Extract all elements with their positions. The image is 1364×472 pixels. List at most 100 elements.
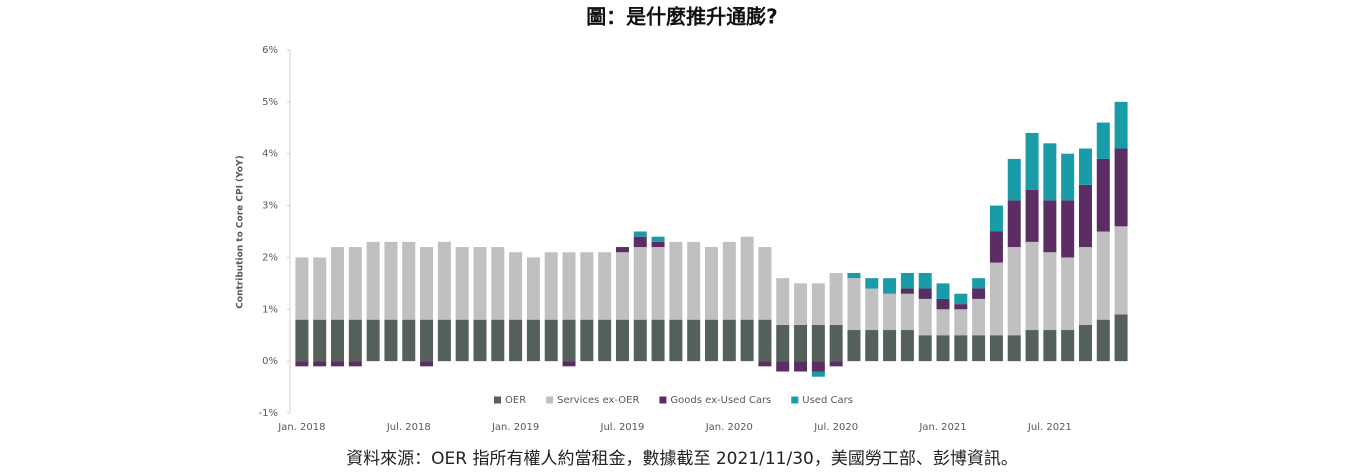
bar-segment bbox=[687, 241, 701, 320]
bar-segment bbox=[651, 241, 665, 248]
legend-swatch bbox=[546, 396, 554, 404]
bar-segment bbox=[366, 319, 380, 362]
bar-segment bbox=[633, 236, 647, 248]
bar-segment bbox=[900, 330, 914, 362]
bar-segment bbox=[900, 288, 914, 294]
bar-segment bbox=[1096, 231, 1110, 320]
bar-segment bbox=[954, 309, 968, 336]
bar-segment bbox=[1007, 247, 1021, 336]
bar-segment bbox=[794, 361, 808, 372]
bar-segment bbox=[883, 293, 897, 331]
bar-segment bbox=[1025, 132, 1039, 191]
bar-segment bbox=[1007, 158, 1021, 201]
x-tick-label: Jul. 2020 bbox=[813, 422, 858, 433]
bar-segment bbox=[1078, 184, 1092, 248]
bar-segment bbox=[562, 252, 576, 320]
bar-segment bbox=[1096, 319, 1110, 362]
y-tick-label: 2% bbox=[262, 252, 278, 263]
bar-segment bbox=[829, 361, 843, 367]
bar-segment bbox=[722, 319, 736, 362]
bar-segment bbox=[331, 247, 345, 320]
bar-segment bbox=[1043, 200, 1057, 253]
bar-segment bbox=[1078, 148, 1092, 185]
x-tick-label: Jan. 2020 bbox=[705, 422, 753, 433]
bar-segment bbox=[633, 247, 647, 320]
bar-segment bbox=[740, 319, 754, 362]
bar-segment bbox=[562, 319, 576, 362]
bar-segment bbox=[491, 319, 505, 362]
bar-segment bbox=[936, 335, 950, 362]
bar-segment bbox=[491, 247, 505, 320]
bar-segment bbox=[1078, 324, 1092, 362]
bar-segment bbox=[473, 319, 487, 362]
bar-segment bbox=[847, 272, 861, 279]
legend-label: Services ex-OER bbox=[557, 395, 639, 406]
bar-segment bbox=[313, 257, 327, 320]
y-tick-label: 1% bbox=[262, 304, 278, 315]
bar-segment bbox=[633, 319, 647, 362]
bar-segment bbox=[615, 252, 629, 320]
bar-segment bbox=[1096, 158, 1110, 232]
legend-swatch bbox=[791, 396, 799, 404]
bar-segment bbox=[598, 252, 612, 320]
bar-segment bbox=[705, 247, 718, 320]
bar-segment bbox=[615, 247, 629, 253]
chart-title: 圖：是什麼推升通膨? bbox=[586, 5, 778, 29]
bar-segment bbox=[829, 324, 843, 362]
bar-segment bbox=[402, 241, 416, 320]
bar-segment bbox=[402, 319, 416, 362]
bar-segment bbox=[972, 298, 986, 336]
x-tick-label: Jul. 2019 bbox=[600, 422, 645, 433]
legend-label: OER bbox=[505, 395, 526, 406]
bar-segment bbox=[847, 330, 861, 362]
y-tick-label: 4% bbox=[262, 149, 278, 160]
bar-segment bbox=[883, 278, 897, 294]
y-axis-label: Contribution to Core CPI (YoY) bbox=[236, 155, 246, 308]
bar-segment bbox=[1114, 226, 1128, 315]
x-tick-label: Jul. 2021 bbox=[1027, 422, 1072, 433]
bar-segment bbox=[811, 324, 825, 362]
bar-segment bbox=[295, 361, 309, 367]
bar-segment bbox=[1025, 330, 1039, 362]
bar-segment bbox=[1114, 101, 1128, 149]
bar-segment bbox=[1007, 335, 1021, 362]
bar-segment bbox=[722, 241, 736, 320]
bar-segment bbox=[598, 319, 612, 362]
bar-segment bbox=[687, 319, 701, 362]
bar-segment bbox=[366, 241, 380, 320]
bar-segment bbox=[348, 361, 362, 367]
bar-segment bbox=[544, 319, 558, 362]
bar-segment bbox=[829, 272, 843, 325]
bar-segment bbox=[313, 361, 327, 367]
bar-segment bbox=[758, 361, 772, 367]
bar-segment bbox=[900, 272, 914, 289]
bar-segment bbox=[526, 257, 540, 320]
bar-segment bbox=[954, 304, 968, 310]
bar-segment bbox=[954, 335, 968, 362]
x-tick-label: Jan. 2021 bbox=[918, 422, 966, 433]
bar-segment bbox=[1061, 153, 1075, 201]
bar-segment bbox=[776, 361, 790, 372]
bar-segment bbox=[918, 298, 932, 336]
bar-segment bbox=[811, 371, 825, 377]
bar-segment bbox=[811, 361, 825, 372]
bar-segment bbox=[865, 288, 879, 331]
y-tick-label: 5% bbox=[262, 97, 278, 108]
bar-segment bbox=[295, 257, 309, 320]
bar-segment bbox=[758, 247, 772, 320]
bar-segment bbox=[776, 324, 790, 362]
bar-segment bbox=[526, 319, 540, 362]
bar-segment bbox=[989, 205, 1003, 232]
bar-segment bbox=[580, 319, 594, 362]
bar-segment bbox=[936, 309, 950, 336]
bar-segment bbox=[1061, 330, 1075, 362]
bar-segment bbox=[313, 319, 327, 362]
bar-segment bbox=[847, 278, 861, 331]
bar-segment bbox=[384, 319, 398, 362]
x-tick-label: Jan. 2019 bbox=[491, 422, 539, 433]
bar-segment bbox=[1061, 200, 1075, 258]
bar-segment bbox=[331, 319, 345, 362]
legend-swatch bbox=[494, 396, 501, 404]
bar-segment bbox=[473, 247, 487, 320]
